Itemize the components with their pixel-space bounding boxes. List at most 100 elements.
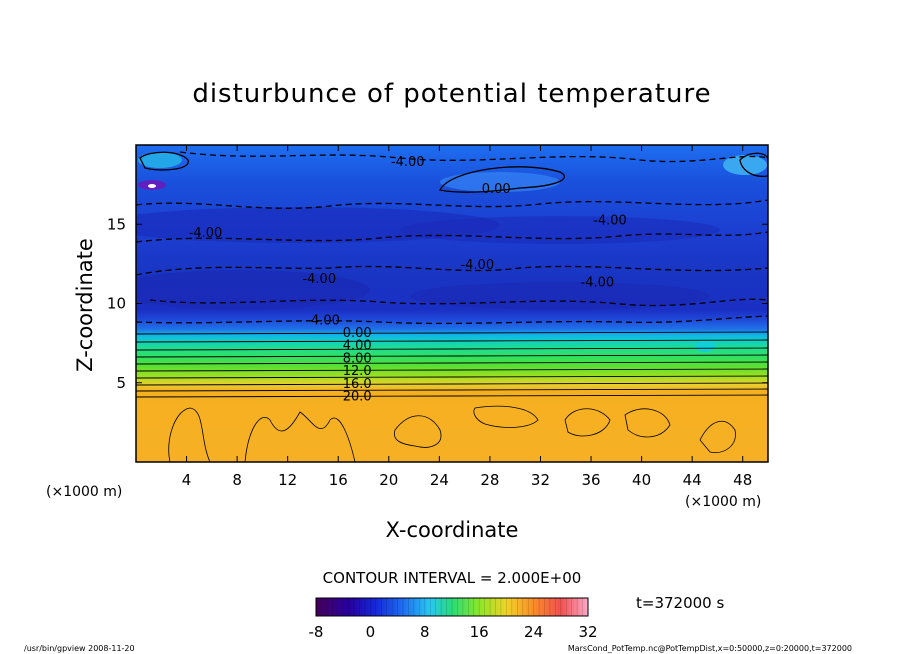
colorbar-swatch [326, 598, 330, 616]
colorbar-swatch [449, 598, 453, 616]
dark-blue-band [400, 216, 720, 244]
x-tick-label: 16 [329, 471, 348, 489]
colorbar-swatch [544, 598, 548, 616]
colorbar-swatch [541, 598, 545, 616]
y-tick-label: 10 [107, 295, 126, 313]
colorbar-swatch [495, 598, 499, 616]
colorbar-swatch [337, 598, 341, 616]
colorbar-swatch [386, 598, 390, 616]
colorbar-swatch [373, 598, 377, 616]
colorbar-swatch [525, 598, 529, 616]
colorbar-swatch [462, 598, 466, 616]
x-tick-label: 20 [379, 471, 398, 489]
colorbar-swatch [343, 598, 347, 616]
colorbar-swatch [492, 598, 496, 616]
colorbar-swatch [367, 598, 371, 616]
colorbar-swatch [509, 598, 513, 616]
colorbar-swatch [411, 598, 415, 616]
cyan-patch [695, 340, 715, 352]
colorbar-swatch [446, 598, 450, 616]
footer-left: /usr/bin/gpview 2008-11-20 [24, 644, 135, 653]
colorbar-swatch [329, 598, 333, 616]
colorbar-swatch [375, 598, 379, 616]
contour-lines-warm-layer [168, 405, 736, 462]
colorbar-swatch [324, 598, 328, 616]
colorbar-swatch [435, 598, 439, 616]
colorbar-swatch [427, 598, 431, 616]
x-unit-left: (×1000 m) [46, 484, 122, 500]
colorbar-swatch [506, 598, 510, 616]
x-tick-label: 32 [531, 471, 550, 489]
colorbar-swatch [574, 598, 578, 616]
colorbar-swatch [473, 598, 477, 616]
y-axis-label: Z-coordinate [73, 238, 97, 372]
time-label: t=372000 s [636, 594, 724, 612]
colorbar-swatch [364, 598, 369, 616]
colorbar-swatch [370, 598, 374, 616]
contour-label: 20.0 [343, 389, 372, 404]
colorbar-swatch [408, 598, 412, 616]
colorbar-tick-label: 0 [366, 623, 376, 641]
colorbar-swatch [579, 598, 583, 616]
plot-area [136, 145, 768, 462]
colorbar-tick-label: 8 [420, 623, 430, 641]
contour-label: 0.00 [482, 182, 511, 197]
colorbar-swatch [533, 598, 537, 616]
colorbar-swatch [441, 598, 445, 616]
colorbar-tick-label: 16 [470, 623, 489, 641]
colorbar-tick-label: 24 [524, 623, 543, 641]
colorbar-swatch [381, 598, 385, 616]
contour-label: 4.00 [343, 339, 372, 354]
colorbar-swatch [316, 598, 320, 616]
x-tick-label: 12 [278, 471, 297, 489]
colorbar-swatch [362, 598, 366, 616]
colorbar-swatch [397, 598, 401, 616]
colorbar-tick-label: -8 [309, 623, 324, 641]
contour-label: -4.00 [189, 226, 223, 241]
colorbar-swatch [460, 598, 464, 616]
colorbar-swatch [332, 598, 336, 616]
colorbar-swatch [359, 598, 363, 616]
colorbar-swatch [476, 598, 480, 616]
colorbar-swatch [571, 598, 575, 616]
colorbar-swatch [400, 598, 404, 616]
colorbar-swatch [528, 598, 532, 616]
contour-lines-negative [136, 151, 768, 325]
contour-label: -4.00 [302, 272, 336, 287]
y-tick-label: 5 [116, 374, 126, 392]
colorbar-swatch [438, 598, 442, 616]
colorbar-frame [315, 597, 589, 617]
colorbar-swatch [511, 598, 515, 616]
chart-title: disturbunce of potential temperature [192, 79, 711, 109]
colorbar-tick-label: 32 [578, 623, 597, 641]
contour-label: -4.00 [593, 213, 627, 228]
colorbar-swatch [539, 598, 543, 616]
x-tick-label: 4 [182, 471, 192, 489]
x-axis-label: X-coordinate [386, 518, 519, 542]
colorbar-swatch [514, 598, 518, 616]
x-tick-label: 36 [581, 471, 600, 489]
contour-label: -4.00 [460, 258, 494, 273]
x-tick-label: 40 [632, 471, 651, 489]
colorbar-swatch [547, 598, 551, 616]
colorbar-swatch [419, 598, 423, 616]
colorbar-swatch [577, 598, 581, 616]
colorbar-swatch [520, 598, 524, 616]
colorbar-swatch [416, 598, 420, 616]
colorbar-swatch [484, 598, 488, 616]
colorbar-swatch [351, 598, 355, 616]
colorbar-swatch [530, 598, 534, 616]
contour-label: -4.00 [391, 155, 425, 170]
y-axis: 5 10 15 [107, 215, 768, 392]
colorbar-swatch [389, 598, 393, 616]
colorbar-swatch [422, 598, 426, 616]
colorbar-swatch [384, 598, 388, 616]
colorbar-swatch [500, 598, 505, 616]
colorbar-swatch [479, 598, 483, 616]
colorbar-swatch [465, 598, 469, 616]
contour-interval-text: CONTOUR INTERVAL = 2.000E+00 [323, 569, 582, 587]
colorbar-swatch [457, 598, 461, 616]
colorbar-swatch [536, 598, 540, 616]
colorbar-swatch [335, 598, 339, 616]
colorbar-swatch [555, 598, 559, 616]
